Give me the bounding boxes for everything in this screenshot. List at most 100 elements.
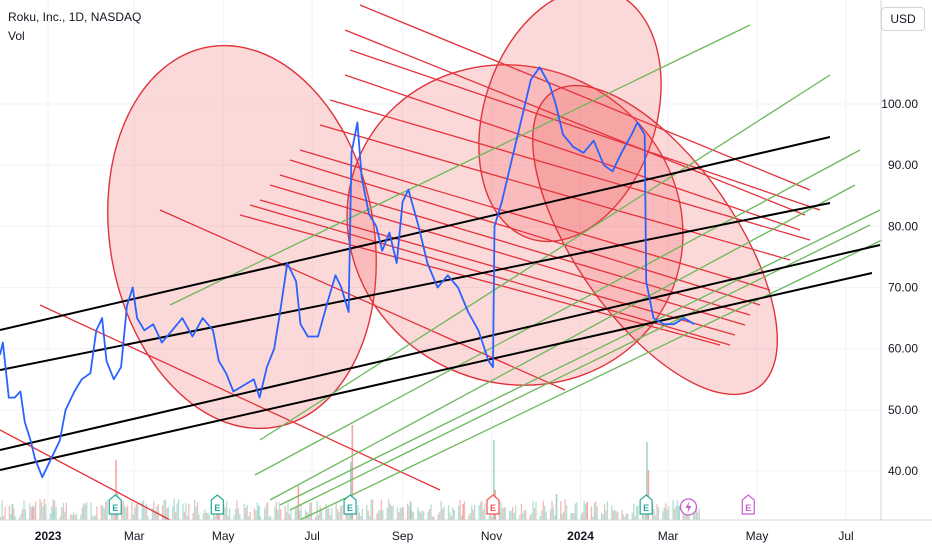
volume-bar	[316, 501, 318, 520]
earnings-marker[interactable]: E	[343, 494, 357, 515]
volume-bar	[555, 494, 558, 520]
volume-bar	[421, 510, 423, 520]
volume-bar	[596, 506, 598, 520]
volume-bar	[530, 513, 533, 520]
volume-bar	[8, 505, 11, 520]
volume-bar	[422, 511, 425, 520]
price-tick-label: 40.00	[888, 464, 918, 478]
currency-button[interactable]: USD	[881, 7, 925, 31]
volume-bar	[656, 504, 658, 520]
volume-bar	[625, 513, 628, 520]
volume-bar	[441, 508, 444, 520]
symbol-title[interactable]: Roku, Inc., 1D, NASDAQ	[8, 10, 142, 24]
volume-bar	[409, 502, 412, 520]
volume-bar	[462, 504, 464, 520]
volume-bar	[544, 505, 546, 520]
price-series-line	[0, 66, 695, 479]
volume-bar	[447, 505, 450, 520]
volume-indicator-label[interactable]: Vol	[8, 29, 25, 43]
volume-bar	[541, 510, 543, 520]
red-trend-line	[159, 209, 566, 391]
volume-bar	[622, 514, 625, 520]
volume-bar	[371, 499, 374, 520]
earnings-marker-shape	[741, 494, 755, 515]
volume-bar	[14, 516, 16, 520]
volume-bar	[533, 508, 536, 520]
earnings-marker[interactable]: E	[108, 494, 122, 515]
volume-bar	[469, 513, 471, 520]
volume-bar	[247, 516, 250, 520]
earnings-marker-shape	[486, 494, 500, 515]
volume-bar	[468, 515, 470, 520]
volume-bar	[673, 508, 676, 520]
black-trend-line	[0, 244, 881, 451]
dividend-marker[interactable]	[679, 498, 698, 516]
volume-bar	[471, 505, 473, 520]
green-trend-line	[254, 149, 861, 476]
red-trend-line	[289, 159, 761, 306]
volume-bar	[30, 506, 32, 520]
volume-bar	[417, 507, 419, 520]
earnings-marker[interactable]: E	[639, 494, 653, 515]
volume-bar	[406, 503, 409, 520]
volume-bar	[234, 508, 237, 520]
volume-bar	[81, 507, 83, 520]
volume-bar	[358, 512, 361, 520]
black-trend-line	[0, 202, 831, 371]
volume-bar	[294, 508, 296, 520]
volume-bar	[584, 503, 587, 520]
time-tick-label: 2023	[35, 529, 62, 543]
volume-bar	[90, 502, 92, 520]
drawing-objects[interactable]	[0, 0, 883, 521]
volume-bar	[1, 500, 3, 520]
volume-bar	[246, 504, 248, 520]
earnings-marker-letter: E	[490, 503, 496, 513]
volume-bar	[603, 504, 606, 520]
time-axis[interactable]: 2023 Mar May Jul Sep Nov 2024 Mar May Jul	[35, 529, 854, 543]
volume-bar	[277, 509, 279, 520]
volume-bar	[35, 501, 37, 520]
earnings-marker[interactable]: E	[210, 494, 224, 515]
volume-bar	[326, 508, 329, 520]
volume-bar	[102, 505, 104, 520]
black-trend-lines[interactable]	[0, 136, 881, 471]
volume-bar	[396, 507, 399, 520]
volume-bar	[637, 505, 639, 520]
volume-bar	[657, 507, 660, 520]
volume-bar	[208, 514, 210, 520]
volume-bar	[399, 507, 401, 520]
volume-bar	[561, 513, 563, 520]
red-trend-lines[interactable]	[0, 4, 821, 521]
volume-bar	[336, 509, 339, 520]
volume-bar	[153, 500, 155, 520]
volume-bar	[11, 504, 14, 520]
price-axis[interactable]: 40.00 50.00 60.00 70.00 80.00 90.00 100.00	[881, 97, 918, 478]
price-tick-label: 70.00	[888, 281, 918, 295]
volume-bar	[176, 503, 178, 520]
volume-bar	[74, 514, 76, 520]
volume-bar	[141, 501, 143, 520]
lightning-icon	[685, 501, 692, 513]
volume-bar	[552, 507, 555, 520]
volume-bar	[93, 515, 95, 520]
volume-bar	[52, 510, 55, 520]
volume-bar	[501, 508, 504, 520]
volume-bar	[42, 506, 44, 520]
earnings-marker[interactable]: E	[486, 494, 500, 515]
volume-bar	[379, 510, 381, 520]
volume-bar	[542, 500, 544, 520]
volume-bar	[348, 509, 350, 520]
volume-bar	[377, 511, 380, 520]
volume-bar	[239, 513, 241, 520]
volume-bar	[212, 514, 215, 520]
red-trend-line	[299, 149, 771, 291]
volume-bar	[627, 513, 629, 520]
volume-bar	[590, 506, 593, 520]
volume-bar	[493, 440, 495, 520]
volume-bar	[285, 511, 288, 520]
volume-bar	[593, 503, 595, 520]
earnings-marker[interactable]: E	[741, 494, 755, 515]
volume-bar	[408, 505, 410, 520]
